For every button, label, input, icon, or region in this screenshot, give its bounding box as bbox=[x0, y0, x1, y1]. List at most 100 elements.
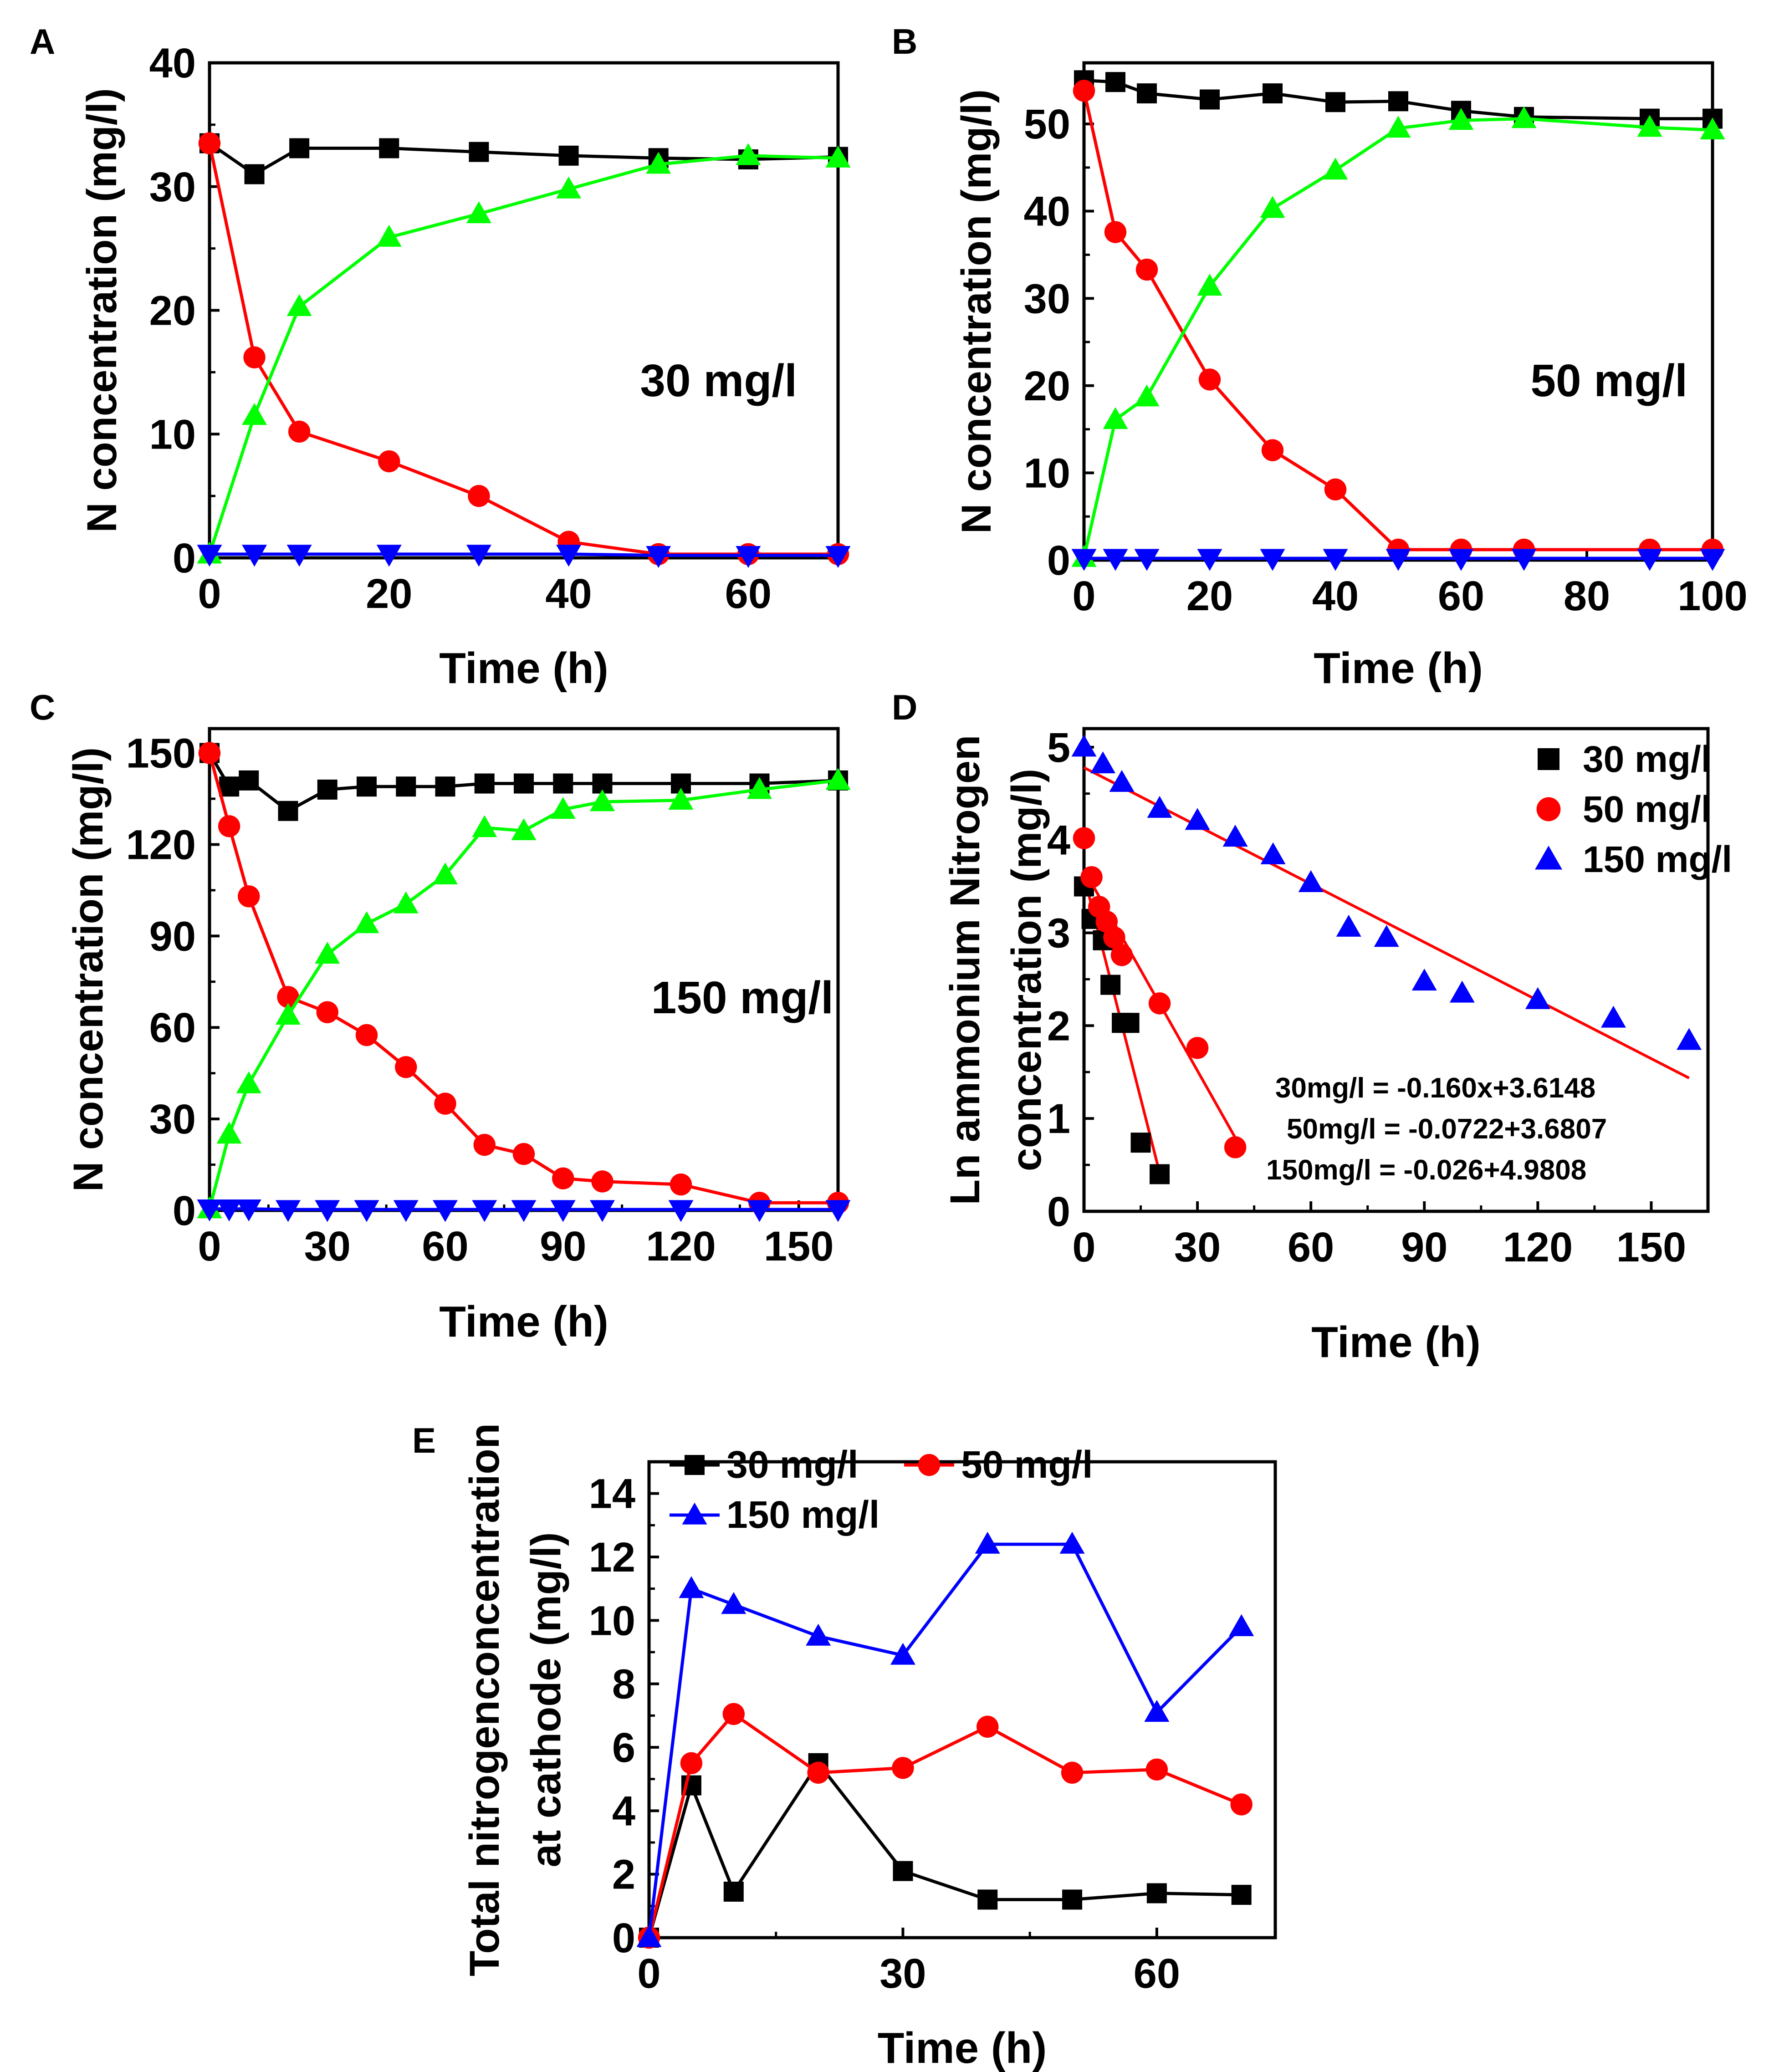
y-tick-label: 150 bbox=[126, 730, 196, 777]
y-tick-label: 5 bbox=[1047, 725, 1070, 771]
data-point bbox=[736, 546, 761, 568]
data-point bbox=[1374, 925, 1399, 947]
data-point bbox=[376, 225, 402, 247]
series-line bbox=[1082, 117, 1713, 558]
y-axis-label-line1: Total nitrogenconcentration bbox=[461, 1423, 508, 1976]
data-point bbox=[511, 818, 537, 840]
x-tick-label: 0 bbox=[198, 571, 221, 617]
data-point bbox=[558, 145, 579, 166]
data-point bbox=[747, 777, 772, 799]
chart-panel-c: C 0 30 60 90 120 150 0 30 60 90 120 150 Time (h) N con… bbox=[30, 687, 851, 1346]
data-point bbox=[315, 942, 340, 964]
panel-letter: A bbox=[30, 21, 55, 61]
concentration-annotation: 30 mg/l bbox=[640, 355, 797, 406]
x-tick-label: 30 bbox=[879, 1950, 926, 1997]
data-point bbox=[1229, 1614, 1254, 1636]
y-tick-label: 3 bbox=[1047, 910, 1070, 956]
data-point bbox=[590, 1200, 615, 1222]
x-axis-label: Time (h) bbox=[1311, 1318, 1481, 1367]
data-point bbox=[316, 1001, 338, 1023]
x-tick-label: 90 bbox=[1401, 1224, 1447, 1271]
data-point bbox=[1388, 91, 1408, 112]
data-point bbox=[216, 1199, 242, 1222]
y-axis-label: N concentration (mg/l) bbox=[79, 88, 125, 532]
x-tick-label: 40 bbox=[1312, 573, 1359, 619]
y-axis-label-line2: at cathode (mg/l) bbox=[523, 1532, 569, 1867]
data-point bbox=[807, 1761, 829, 1784]
data-point bbox=[1200, 89, 1220, 110]
data-point bbox=[1511, 549, 1537, 571]
data-point bbox=[1197, 273, 1222, 296]
series-line bbox=[647, 1712, 1242, 1938]
legend-marker bbox=[685, 1455, 705, 1475]
data-point bbox=[550, 1200, 576, 1222]
legend-marker bbox=[682, 1502, 707, 1525]
data-point bbox=[1260, 196, 1285, 218]
legend-label: 50 mg/l bbox=[1583, 789, 1712, 830]
series-50-mg-l bbox=[1073, 827, 1247, 1158]
data-point bbox=[1600, 1005, 1626, 1028]
data-point bbox=[636, 1925, 662, 1947]
data-point bbox=[219, 776, 240, 797]
y-axis-label: N concentration (mg/l) bbox=[65, 747, 112, 1192]
data-point bbox=[376, 545, 402, 567]
data-point bbox=[1197, 549, 1222, 571]
series-150-mg-l bbox=[1071, 735, 1702, 1079]
data-point bbox=[825, 1200, 851, 1222]
y-tick-label: 90 bbox=[149, 913, 196, 959]
chart-panel-a: A 0 20 40 60 0 10 20 30 40 Time (h) N concentration… bbox=[30, 21, 851, 693]
data-point bbox=[553, 773, 573, 794]
data-point bbox=[434, 1092, 456, 1115]
y-axis-label-line2: concentration (mg/l) bbox=[1003, 769, 1050, 1171]
y-tick-label: 0 bbox=[1047, 537, 1070, 584]
x-tick-label: 20 bbox=[1186, 573, 1233, 619]
data-point bbox=[1637, 115, 1662, 137]
legend-marker bbox=[918, 1454, 941, 1476]
y-tick-label: 1 bbox=[1047, 1096, 1070, 1142]
data-point bbox=[466, 545, 491, 567]
fit-equations: 30mg/l = -0.160x+3.6148 50mg/l = -0.0722+… bbox=[1266, 1072, 1607, 1186]
y-tick-label: 40 bbox=[149, 40, 196, 87]
data-point bbox=[1700, 117, 1725, 140]
legend: 30 mg/l 50 mg/l 150 mg/l bbox=[1535, 739, 1732, 880]
series-nitrate bbox=[197, 143, 851, 564]
data-point bbox=[1145, 1758, 1168, 1781]
data-point bbox=[1261, 439, 1284, 461]
data-point bbox=[1073, 80, 1095, 102]
chart-panel-d: D 0 30 60 90 120 150 0 1 2 3 4 5 Time (h) Ln ammonium … bbox=[892, 687, 1732, 1367]
y-tick-label: 10 bbox=[149, 411, 196, 458]
plot-frame bbox=[647, 1460, 1277, 1939]
data-point bbox=[197, 545, 222, 567]
data-point bbox=[393, 891, 419, 914]
data-point bbox=[357, 776, 377, 797]
y-tick-label: 20 bbox=[149, 288, 196, 334]
x-tick-label: 150 bbox=[764, 1223, 834, 1270]
data-point bbox=[286, 545, 312, 567]
y-tick-label: 60 bbox=[149, 1005, 196, 1051]
legend-marker bbox=[1536, 797, 1561, 822]
data-point bbox=[1324, 478, 1347, 501]
x-tick-label: 120 bbox=[646, 1223, 716, 1270]
data-point bbox=[721, 1592, 746, 1614]
data-point bbox=[723, 1881, 744, 1902]
data-point bbox=[1449, 980, 1475, 1003]
data-point bbox=[288, 420, 311, 443]
x-axis-label: Time (h) bbox=[1314, 644, 1483, 693]
data-point bbox=[472, 815, 497, 837]
data-point bbox=[890, 1643, 915, 1665]
data-point bbox=[239, 770, 259, 791]
data-point bbox=[668, 1200, 694, 1222]
y-tick-label: 0 bbox=[173, 535, 196, 582]
x-axis-label: Time (h) bbox=[439, 644, 608, 693]
legend-label: 50 mg/l bbox=[961, 1443, 1093, 1486]
series-150-mg-l bbox=[636, 1531, 1254, 1947]
data-point bbox=[670, 1173, 692, 1196]
series-total bbox=[199, 743, 848, 821]
data-point bbox=[354, 1200, 379, 1222]
series-line bbox=[1082, 90, 1713, 551]
y-tick-label: 10 bbox=[1024, 450, 1070, 496]
series-nitrite bbox=[1071, 549, 1725, 571]
legend-label: 30 mg/l bbox=[726, 1443, 858, 1486]
data-point bbox=[1185, 808, 1210, 830]
data-point bbox=[1130, 1133, 1151, 1153]
